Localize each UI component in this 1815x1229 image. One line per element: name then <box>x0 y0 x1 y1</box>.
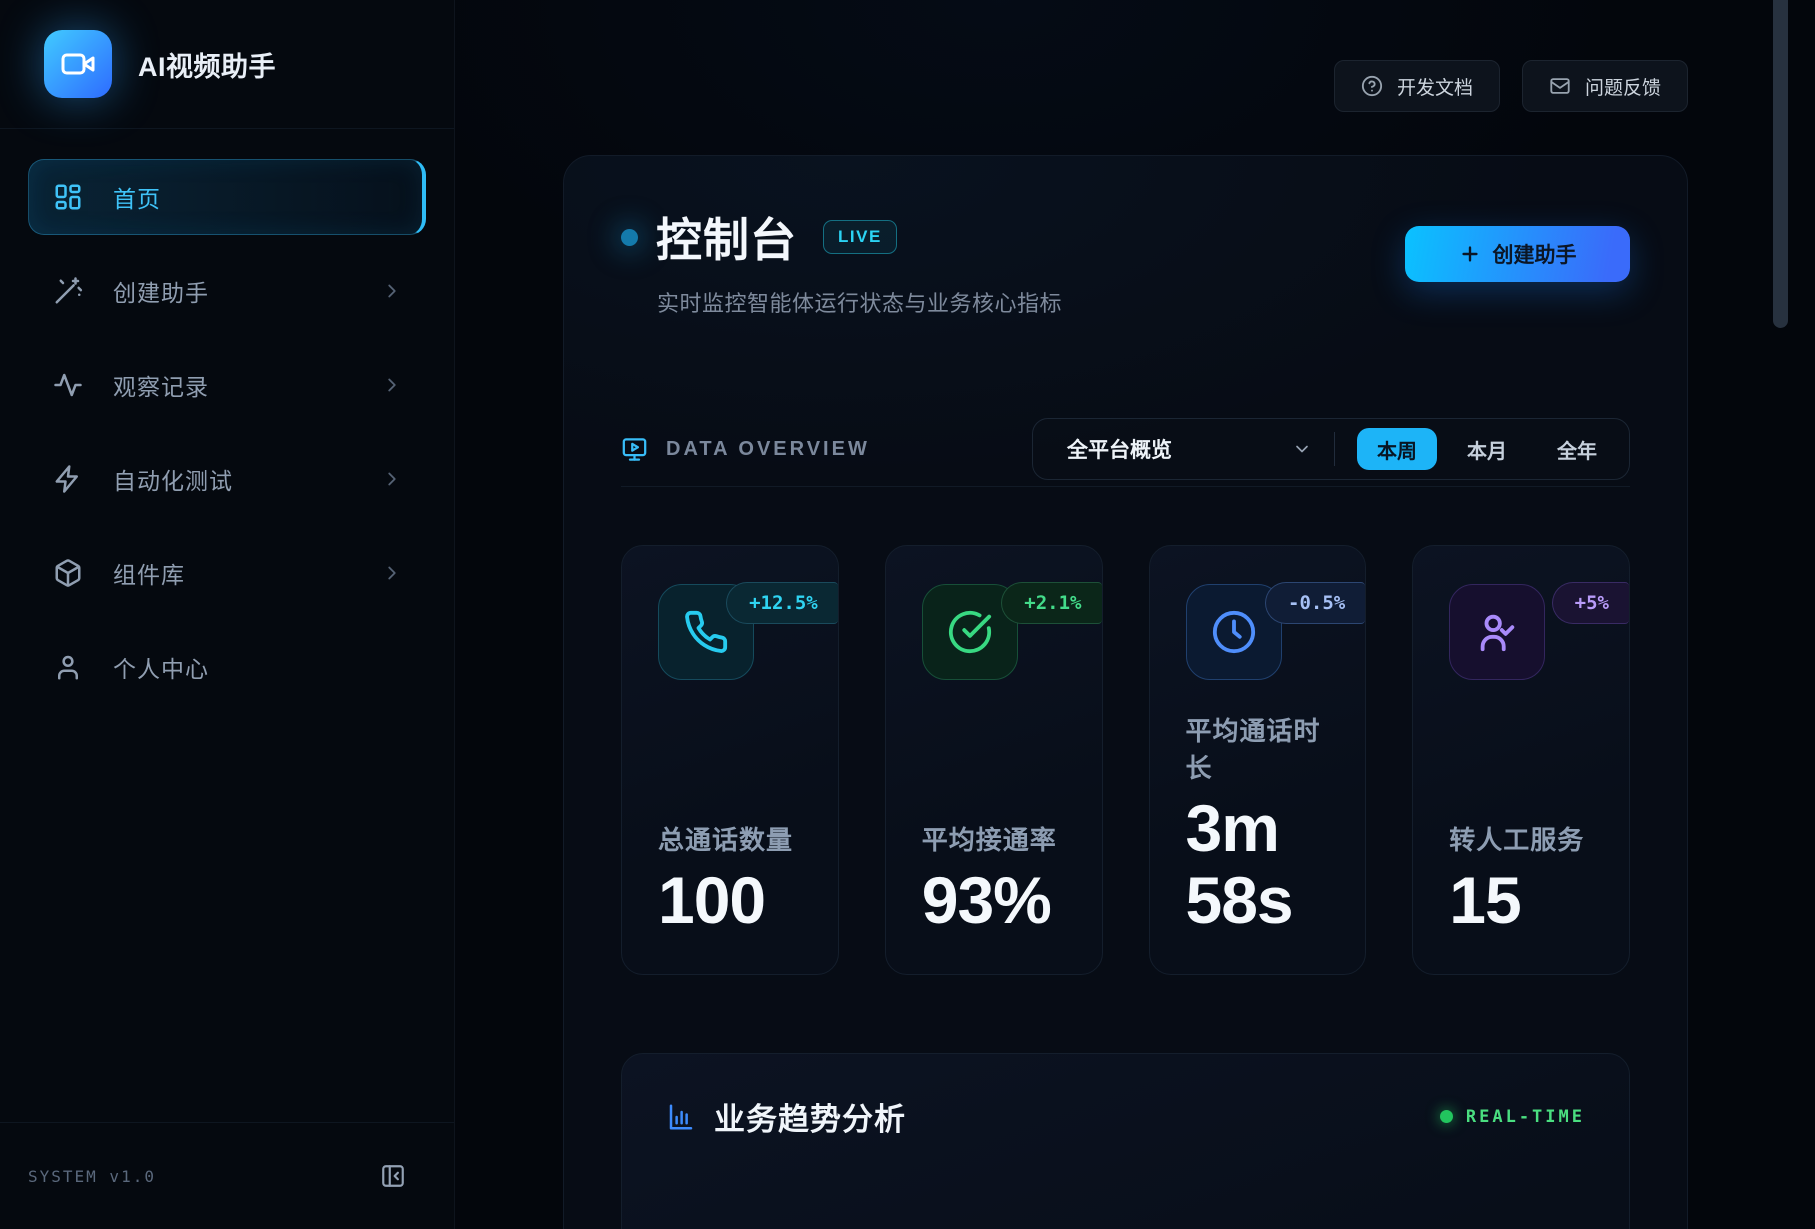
create-assistant-button[interactable]: 创建助手 <box>1405 226 1630 282</box>
delta-badge: +12.5% <box>726 582 838 624</box>
realtime-label: REAL-TIME <box>1465 1106 1585 1127</box>
cube-icon <box>55 559 81 587</box>
data-overview-label: DATA OVERVIEW <box>666 437 870 460</box>
dashboard-icon <box>55 184 81 210</box>
console-header: 控制台 LIVE 实时监控智能体运行状态与业务核心指标 创建助手 <box>621 204 1630 318</box>
sidebar: AI视频助手 首页 创建助手 观察记录 自动化测试 组件库 个人 <box>0 0 455 1229</box>
video-camera-icon <box>61 53 95 75</box>
app-logo <box>44 30 112 98</box>
monitor-play-icon <box>622 437 647 461</box>
page-title: 控制台 <box>656 214 797 266</box>
chevron-down-icon <box>1296 445 1308 453</box>
check-circle-icon <box>948 610 991 654</box>
bar-chart-icon <box>669 1104 693 1129</box>
collapse-sidebar-button[interactable] <box>380 1163 406 1189</box>
sidebar-item-observation-log[interactable]: 观察记录 <box>28 347 426 423</box>
delta-badge: +2.1% <box>1001 582 1102 624</box>
activity-icon <box>54 373 82 397</box>
plus-icon <box>1461 246 1478 262</box>
dev-docs-button[interactable]: 开发文档 <box>1333 60 1500 112</box>
stat-label: 平均接通率 <box>921 824 1057 855</box>
sidebar-item-label: 首页 <box>113 186 161 212</box>
system-version: SYSTEM v1.0 <box>28 1166 156 1186</box>
sidebar-item-automation-test[interactable]: 自动化测试 <box>28 441 426 517</box>
data-overview-row: DATA OVERVIEW 全平台概览 本周 本月 全年 <box>621 418 1630 480</box>
chevron-right-icon <box>388 566 396 580</box>
stat-iconbox <box>1185 584 1282 680</box>
stat-label: 平均通话时长 <box>1185 716 1321 784</box>
vertical-scrollbar[interactable] <box>1773 0 1788 328</box>
sidebar-item-label: 创建助手 <box>113 280 209 306</box>
sidebar-nav: 首页 创建助手 观察记录 自动化测试 组件库 个人中心 <box>0 129 454 705</box>
stat-card-answer-rate: +2.1% 平均接通率 93% <box>884 545 1103 975</box>
mail-icon <box>1550 78 1570 94</box>
toolbar-divider <box>1334 432 1335 466</box>
stat-cards: +12.5% 总通话数量 100 +2.1% 平均接通率 93% -0.5% 平… <box>621 545 1630 975</box>
page-subtitle: 实时监控智能体运行状态与业务核心指标 <box>657 291 1063 316</box>
zap-icon <box>55 465 78 493</box>
sidebar-item-home[interactable]: 首页 <box>28 159 426 235</box>
platform-select[interactable]: 全平台概览 <box>1067 434 1312 464</box>
delta-badge: +5% <box>1551 582 1629 624</box>
realtime-status: REAL-TIME <box>1439 1106 1585 1127</box>
app-title: AI视频助手 <box>138 51 276 82</box>
stat-value: 100 <box>658 862 766 937</box>
wand-icon <box>55 277 83 304</box>
stat-card-human-transfer: +5% 转人工服务 15 <box>1412 545 1630 975</box>
console-panel: 控制台 LIVE 实时监控智能体运行状态与业务核心指标 创建助手 DATA OV… <box>563 155 1688 1229</box>
stat-value: 15 <box>1449 862 1521 937</box>
chevron-right-icon <box>388 378 396 392</box>
panel-collapse-icon <box>382 1165 404 1187</box>
stat-value: 93% <box>921 862 1052 937</box>
sidebar-item-create-assistant[interactable]: 创建助手 <box>28 253 426 329</box>
sidebar-item-component-library[interactable]: 组件库 <box>28 535 426 611</box>
stat-label: 转人工服务 <box>1449 824 1585 855</box>
user-icon <box>58 655 78 680</box>
sidebar-item-profile[interactable]: 个人中心 <box>28 629 426 705</box>
delta-badge: -0.5% <box>1265 582 1366 624</box>
chevron-right-icon <box>388 284 396 298</box>
stat-card-avg-duration: -0.5% 平均通话时长 3m 58s <box>1148 545 1367 975</box>
create-assistant-label: 创建助手 <box>1492 244 1577 267</box>
overview-toolbar: 全平台概览 本周 本月 全年 <box>1032 418 1630 480</box>
trend-analysis-card: 业务趋势分析 REAL-TIME <box>621 1053 1630 1229</box>
stat-label: 总通话数量 <box>658 824 794 855</box>
main-content: 开发文档 问题反馈 控制台 LIVE 实时监控智能体运行状态与业务核心指标 创建… <box>455 0 1815 1229</box>
clock-icon <box>1212 610 1255 654</box>
stat-card-total-calls: +12.5% 总通话数量 100 <box>621 545 839 975</box>
brand: AI视频助手 <box>0 0 454 129</box>
sidebar-item-label: 观察记录 <box>113 374 209 400</box>
phone-icon <box>685 610 728 653</box>
realtime-dot <box>1439 1110 1453 1123</box>
feedback-label: 问题反馈 <box>1584 77 1661 99</box>
sidebar-item-label: 自动化测试 <box>113 468 233 494</box>
period-tabs: 本周 本月 全年 <box>1357 428 1617 470</box>
tab-this-month[interactable]: 本月 <box>1467 440 1507 463</box>
tab-this-year[interactable]: 全年 <box>1557 440 1597 463</box>
platform-select-value: 全平台概览 <box>1067 439 1172 462</box>
user-check-icon <box>1480 614 1515 652</box>
console-header-left: 控制台 LIVE 实时监控智能体运行状态与业务核心指标 <box>621 204 1062 318</box>
data-overview-heading: DATA OVERVIEW <box>621 436 870 463</box>
status-dot <box>621 228 638 246</box>
stat-value: 3m 58s <box>1185 791 1294 937</box>
dev-docs-label: 开发文档 <box>1396 77 1473 99</box>
feedback-button[interactable]: 问题反馈 <box>1521 60 1688 112</box>
trend-title: 业务趋势分析 <box>714 1102 906 1137</box>
sidebar-item-label: 个人中心 <box>113 656 209 682</box>
stat-iconbox <box>1449 584 1546 680</box>
live-badge: LIVE <box>823 220 897 254</box>
help-circle-icon <box>1361 75 1383 97</box>
chevron-right-icon <box>388 472 396 486</box>
sidebar-footer: SYSTEM v1.0 <box>0 1122 454 1229</box>
trend-header: 业务趋势分析 REAL-TIME <box>666 1094 1585 1139</box>
tab-this-week[interactable]: 本周 <box>1357 428 1437 470</box>
section-divider <box>621 486 1630 487</box>
sidebar-item-label: 组件库 <box>113 562 185 588</box>
topbar: 开发文档 问题反馈 <box>1333 60 1688 112</box>
